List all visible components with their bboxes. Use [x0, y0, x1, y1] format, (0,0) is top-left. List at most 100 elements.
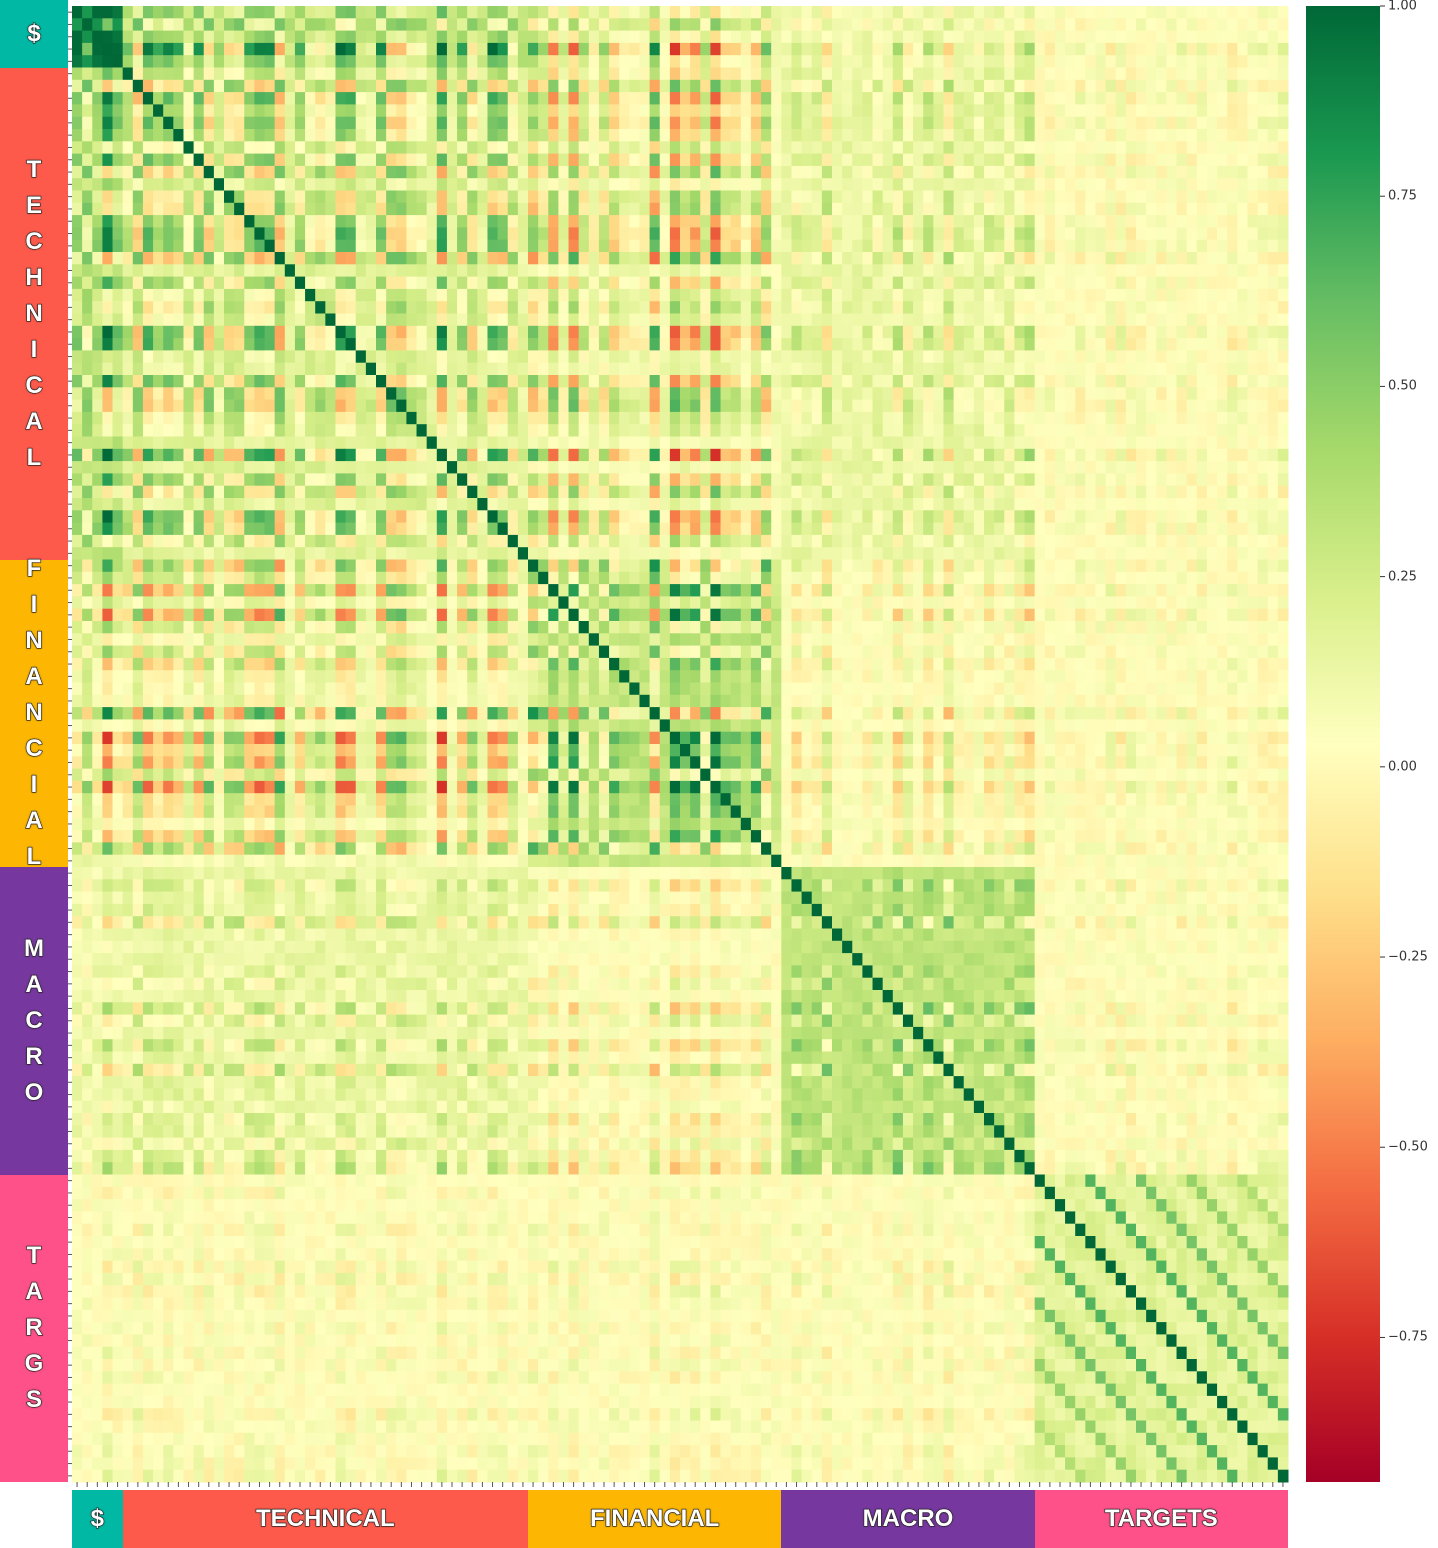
heatmap-cell	[345, 239, 357, 253]
heatmap-cell	[862, 436, 874, 450]
heatmap-cell	[548, 252, 559, 265]
heatmap-cell	[477, 92, 488, 105]
heatmap-cell	[1085, 252, 1096, 265]
heatmap-cell	[1247, 448, 1259, 462]
heatmap-cell	[1105, 252, 1117, 265]
heatmap-cell	[761, 92, 772, 105]
heatmap-cell	[740, 461, 752, 474]
heatmap-cell	[1166, 264, 1178, 278]
heatmap-cell	[588, 55, 600, 68]
heatmap-cell	[649, 362, 661, 376]
heatmap-cell	[528, 252, 539, 265]
heatmap-cell	[629, 6, 640, 19]
heatmap-cell	[609, 202, 620, 216]
heatmap-cell	[832, 436, 843, 450]
heatmap-cell	[750, 338, 762, 351]
heatmap-cell	[538, 288, 549, 302]
heatmap-cell	[568, 190, 580, 204]
heatmap-cell	[791, 129, 803, 142]
heatmap-cell	[558, 18, 570, 32]
heatmap-cell	[872, 6, 884, 19]
heatmap-cell	[568, 313, 580, 327]
heatmap-cell	[142, 67, 154, 81]
heatmap-cell	[1085, 424, 1096, 437]
heatmap-cell	[507, 116, 519, 130]
heatmap-cell	[984, 18, 995, 32]
heatmap-cell	[588, 387, 600, 401]
heatmap-cell	[659, 498, 671, 511]
heatmap-cell	[183, 448, 195, 462]
heatmap-cell	[335, 301, 347, 314]
heatmap-cell	[852, 141, 863, 155]
heatmap-cell	[558, 276, 570, 290]
heatmap-cell	[902, 288, 914, 302]
heatmap-cell	[781, 301, 792, 314]
heatmap-cell	[254, 448, 266, 462]
heatmap-cell	[72, 350, 83, 364]
heatmap-cell	[629, 67, 640, 81]
heatmap-cell	[335, 362, 347, 376]
heatmap-cell	[801, 362, 813, 376]
heatmap-cell	[680, 510, 691, 524]
heatmap-cell	[740, 510, 752, 524]
heatmap-cell	[193, 313, 205, 327]
heatmap-cell	[82, 399, 93, 413]
heatmap-cell	[801, 190, 813, 204]
heatmap-cell	[1014, 436, 1026, 450]
heatmap-cell	[72, 215, 83, 228]
heatmap-cell	[791, 79, 803, 93]
heatmap-cell	[1065, 116, 1076, 130]
heatmap-cell	[528, 67, 539, 81]
heatmap-cell	[771, 18, 782, 32]
heatmap-cell	[122, 129, 134, 142]
heatmap-cell	[457, 387, 468, 401]
heatmap-cell	[811, 510, 823, 524]
heatmap-cell	[325, 190, 336, 204]
heatmap-cell	[193, 461, 205, 474]
heatmap-cell	[325, 116, 336, 130]
heatmap-cell	[649, 276, 661, 290]
heatmap-cell	[619, 165, 630, 179]
heatmap-cell	[771, 42, 782, 56]
heatmap-cell	[984, 473, 995, 487]
heatmap-cell	[1196, 79, 1208, 93]
heatmap-cell	[1176, 461, 1188, 474]
heatmap-cell	[132, 104, 144, 118]
heatmap-cell	[274, 67, 286, 81]
heatmap-cell	[1267, 461, 1279, 474]
heatmap-cell	[1227, 399, 1238, 413]
heatmap-cell	[578, 362, 590, 376]
heatmap-cell	[528, 178, 539, 191]
heatmap-cell	[842, 18, 853, 32]
heatmap-cell	[538, 79, 549, 93]
heatmap-cell	[142, 190, 154, 204]
heatmap-cell	[720, 276, 732, 290]
heatmap-cell	[1257, 165, 1269, 179]
heatmap-cell	[132, 448, 144, 462]
heatmap-cell	[639, 42, 651, 56]
heatmap-cell	[1024, 153, 1036, 167]
heatmap-cell	[639, 510, 651, 524]
heatmap-cell	[355, 448, 367, 462]
heatmap-cell	[163, 165, 174, 179]
heatmap-cell	[183, 18, 195, 32]
heatmap-cell	[568, 30, 580, 44]
heatmap-cell	[467, 252, 478, 265]
heatmap-cell	[943, 264, 955, 278]
heatmap-cell	[781, 252, 792, 265]
heatmap-cell	[396, 325, 407, 339]
heatmap-cell	[619, 350, 630, 364]
heatmap-cell	[1034, 202, 1046, 216]
heatmap-cell	[568, 350, 580, 364]
heatmap-cell	[1277, 473, 1289, 487]
heatmap-cell	[1044, 313, 1056, 327]
heatmap-cell	[173, 411, 184, 425]
heatmap-cell	[943, 411, 955, 425]
heatmap-cell	[345, 129, 357, 142]
heatmap-cell	[416, 129, 428, 142]
heatmap-cell	[984, 264, 995, 278]
heatmap-cell	[852, 424, 863, 437]
heatmap-cell	[376, 436, 387, 450]
heatmap-cell	[730, 165, 742, 179]
heatmap-cell	[355, 42, 367, 56]
